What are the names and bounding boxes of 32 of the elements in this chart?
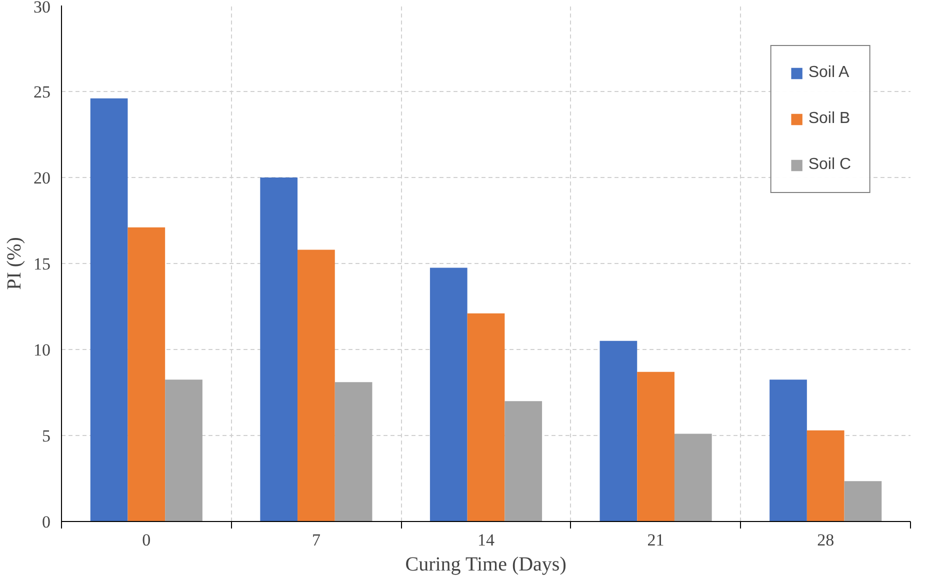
bar — [298, 250, 335, 522]
bar — [844, 481, 882, 522]
bar — [260, 178, 298, 522]
x-tick-label: 7 — [312, 530, 321, 550]
y-tick-label: 10 — [34, 340, 50, 360]
bar — [467, 313, 505, 522]
y-tick-label: 20 — [34, 168, 50, 188]
y-tick-label: 30 — [34, 0, 50, 16]
bar — [504, 401, 542, 522]
bar — [637, 372, 674, 522]
y-tick-label: 5 — [42, 426, 50, 446]
legend-label: Soil A — [808, 64, 850, 82]
bar — [128, 227, 166, 522]
bar — [600, 340, 638, 522]
y-tick-label: 25 — [34, 82, 50, 102]
x-tick-label: 14 — [478, 530, 495, 550]
y-tick-label: 15 — [34, 254, 50, 274]
legend-label: Soil B — [808, 110, 850, 128]
bar — [430, 268, 468, 522]
bar — [334, 382, 372, 522]
legend-label: Soil C — [808, 156, 851, 174]
y-axis-title: PI (%) — [4, 237, 26, 290]
y-tick-label: 0 — [42, 512, 50, 532]
x-tick-label: 0 — [142, 530, 151, 550]
x-tick-label: 28 — [817, 530, 834, 550]
bar — [90, 98, 128, 522]
bar — [806, 430, 844, 522]
x-tick-label: 21 — [647, 530, 664, 550]
bar — [770, 380, 807, 522]
bar — [165, 380, 202, 522]
x-axis-title: Curing Time (Days) — [405, 554, 566, 576]
bar — [674, 434, 712, 522]
